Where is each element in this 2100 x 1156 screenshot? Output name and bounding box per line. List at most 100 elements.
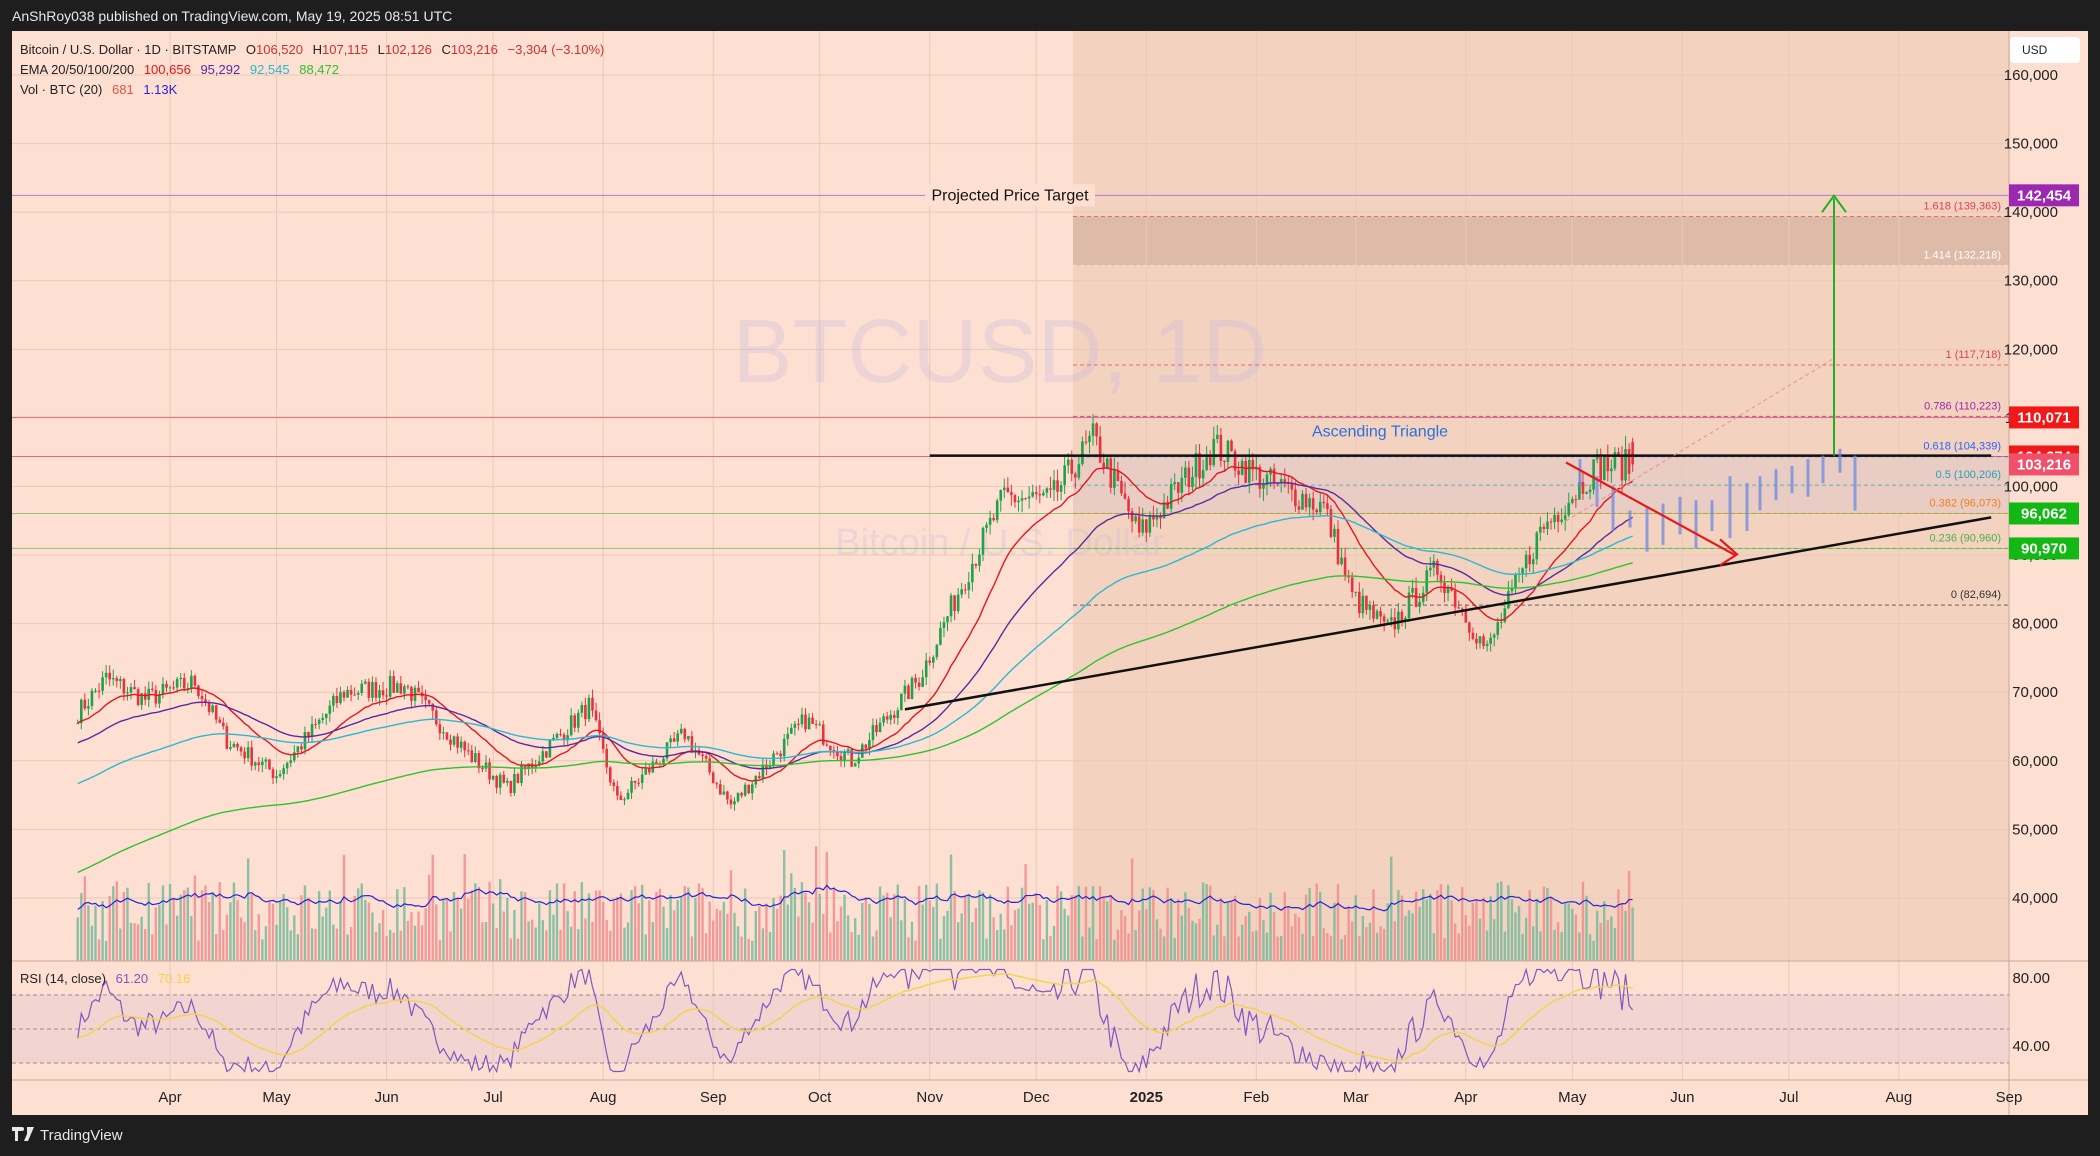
volume-bar [435, 904, 438, 961]
volume-bar [1361, 916, 1365, 961]
volume-bar [161, 885, 165, 961]
volume-bar [896, 884, 899, 961]
volume-bar [488, 881, 491, 961]
volume-bar [562, 883, 566, 961]
rsi-legend[interactable]: RSI (14, close) 61.20 70.16 [20, 971, 190, 986]
volume-bar [215, 934, 218, 961]
volume-bar [303, 885, 307, 961]
volume-ma-value: 1.13K [143, 82, 178, 97]
ema200-line [77, 562, 1633, 874]
currency-button[interactable]: USD [2010, 37, 2080, 63]
candle-body [786, 733, 790, 739]
candle-body [1294, 489, 1297, 507]
price-axis[interactable]: 160,000 150,000 140,000 130,000 120,000 110,0… [2004, 67, 2079, 907]
candle-body [1066, 459, 1070, 466]
volume-bar [104, 940, 108, 961]
volume-bar [289, 930, 292, 961]
candle-body [885, 716, 889, 720]
volume-bar [651, 922, 655, 961]
ema-legend[interactable]: EMA 20/50/100/200 100,656 95,292 92,545 … [20, 60, 604, 80]
symbol-legend[interactable]: Bitcoin / U.S. Dollar · 1D · BITSTAMP O1… [20, 40, 604, 60]
candle-body [1333, 528, 1336, 537]
candle-body [1145, 519, 1148, 533]
candle-body [896, 710, 900, 718]
candle-body [218, 719, 222, 723]
volume-bar [1375, 932, 1379, 961]
candle-body [914, 677, 917, 683]
volume-bar [499, 879, 502, 961]
ema200-value: 88,472 [299, 62, 339, 77]
candle-body [1624, 449, 1627, 481]
volume-bar [1340, 939, 1343, 961]
candle-body [509, 780, 513, 794]
candle-body [101, 677, 104, 691]
candle-body [1272, 468, 1276, 483]
volume-bar [1553, 929, 1556, 961]
volume-bar [481, 922, 484, 961]
chart-canvas[interactable]: BTCUSD, 1D Bitcoin / U.S. Dollar 1.618 (13… [12, 31, 2088, 1115]
volume-bar [1287, 906, 1290, 961]
candle-body [790, 727, 793, 734]
candle-body [573, 715, 577, 728]
candle-body [395, 683, 399, 693]
candle-body [1354, 591, 1358, 593]
pullback-arrow[interactable] [1565, 461, 1736, 557]
candle-body [314, 723, 317, 725]
volume-bar [630, 890, 633, 961]
candle-body [1137, 516, 1141, 533]
candle-body [1350, 577, 1354, 593]
volume-bar [80, 893, 83, 961]
volume-bar [1244, 916, 1247, 961]
tradingview-logo[interactable]: TradingView [12, 1127, 123, 1144]
candle-body [655, 761, 658, 764]
candle-body [743, 784, 747, 796]
candle-body [175, 679, 179, 688]
candle-body [1102, 462, 1105, 470]
candle-body [1382, 616, 1386, 622]
volume-bar [800, 882, 804, 961]
candle-body [1347, 576, 1350, 578]
candle-body [864, 744, 868, 749]
volume-bar [907, 937, 910, 961]
time-tick: Dec [1023, 1089, 1050, 1106]
volume-bar [1106, 901, 1109, 961]
candle-body [1205, 457, 1208, 470]
time-tick: Aug [590, 1089, 617, 1106]
volume-bar [1510, 899, 1514, 961]
candle-body [889, 714, 892, 720]
candle-body [1372, 605, 1375, 619]
chart-frame[interactable]: BTCUSD, 1D Bitcoin / U.S. Dollar 1.618 (13… [12, 31, 2088, 1115]
volume-bar [474, 883, 477, 961]
support-trendline[interactable] [904, 516, 1992, 711]
volume-legend[interactable]: Vol · BTC (20) 681 1.13K [20, 80, 604, 100]
volume-bar [573, 891, 576, 961]
candle-body [264, 759, 268, 762]
candle-body [924, 660, 928, 678]
rsi-axis[interactable]: 80.00 40.00 [2012, 970, 2050, 1055]
candle-body [1606, 457, 1610, 472]
volume-bar [672, 910, 676, 961]
candle-body [1212, 439, 1216, 466]
rsi-tick: 40.00 [2012, 1038, 2050, 1055]
candle-body [640, 774, 644, 783]
candle-body [1368, 605, 1372, 610]
candle-body [1521, 568, 1524, 574]
projected-target-label-bg [925, 184, 1095, 207]
volume-bar [1301, 933, 1304, 961]
candle-body [648, 768, 651, 773]
volume-bar [158, 904, 161, 961]
candle-body [999, 490, 1003, 501]
volume-bar [1567, 903, 1570, 961]
volume-bar [605, 920, 608, 961]
candle-body [907, 685, 910, 700]
volume-bar [264, 926, 268, 961]
candle-body [442, 732, 445, 734]
volume-bar [183, 890, 186, 961]
candle-body [104, 672, 108, 678]
candle-body [378, 690, 381, 698]
volume-bar [825, 852, 828, 961]
candle-body [1279, 479, 1283, 484]
candle-body [1127, 498, 1130, 512]
time-axis[interactable]: Apr May Jun Jul Aug Sep Oct Nov Dec 2025 Feb Mar Apr… [158, 1089, 2022, 1106]
volume-bar [317, 891, 321, 961]
